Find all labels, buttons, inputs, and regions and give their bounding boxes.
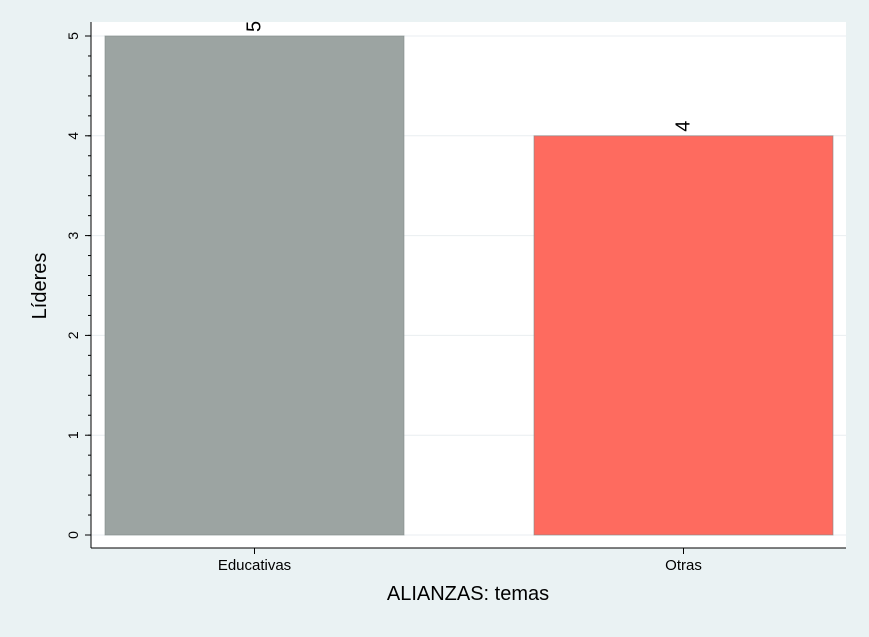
- y-tick-label: 5: [65, 32, 81, 40]
- y-tick-label: 2: [65, 331, 81, 339]
- data-labels-group: 54: [244, 21, 695, 132]
- y-tick-label: 4: [65, 132, 81, 140]
- x-tick-label: Educativas: [218, 557, 291, 574]
- y-tick-label: 3: [65, 231, 81, 239]
- y-tick-label: 0: [65, 531, 81, 539]
- x-axis-label: ALIANZAS: temas: [387, 583, 549, 605]
- bar-otras: [533, 135, 834, 536]
- data-label: 5: [244, 21, 266, 32]
- y-tick-label: 1: [65, 431, 81, 439]
- x-ticks-group: Educativas Otras: [218, 548, 702, 574]
- y-axis-label: Líderes: [29, 253, 51, 320]
- y-ticks-group: 0 1 2 3 4 5: [65, 32, 91, 539]
- bars-group: [104, 35, 834, 536]
- x-tick-label: Otras: [665, 557, 702, 574]
- data-label: 4: [673, 121, 695, 132]
- bar-educativas: [104, 35, 405, 536]
